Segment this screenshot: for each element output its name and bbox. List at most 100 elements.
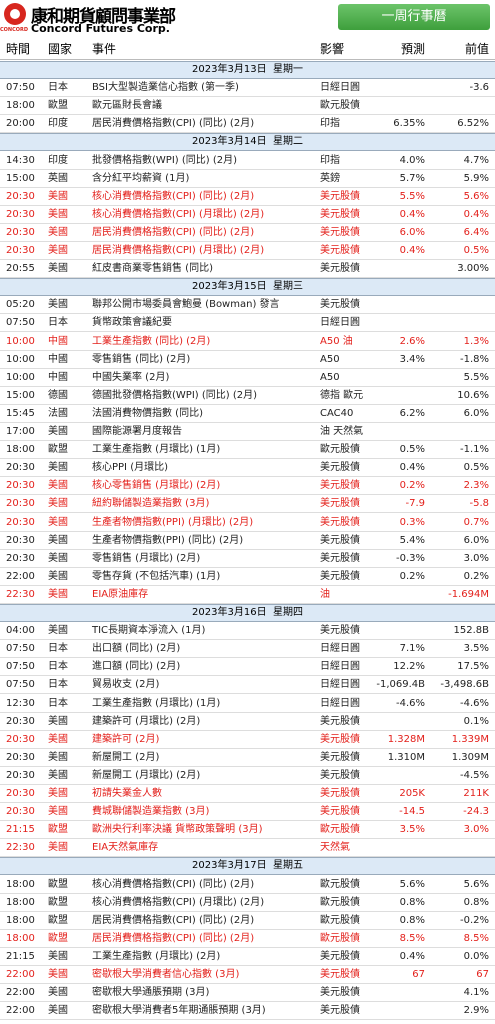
event: 新屋開工 (2月) [92,751,160,763]
forecast: 0.5% [399,444,425,456]
forecast: 4.0% [399,154,425,166]
event-row: 07:50 日本 出口額 (同比) (2月) 日經日圓 7.1% 3.5% [0,640,495,659]
event-row: 05:20 美國 聯邦公開市場委員會鮑曼 (Bowman) 發言 美元股債 [0,296,495,315]
event-row: 18:00 歐盟 核心消費價格指數(CPI) (月環比) (2月) 歐元股債 0.8% 0… [0,894,495,912]
impact: 日經日圓 [320,697,360,709]
impact: 印指 [320,154,340,166]
event-row: 18:00 歐盟 歐元區財長會議 歐元股債 [0,97,495,116]
impact: CAC40 [320,407,354,419]
event: 工業生產指數 (月環比) (1月) [92,444,221,456]
event-row: 20:30 美國 初請失業金人數 美元股債 205K 211K [0,785,495,804]
forecast: 205K [399,788,425,799]
previous: 5.6% [463,878,489,890]
event-row: 20:30 美國 居民消費價格指數(CPI) (月環比) (2月) 美元股債 0.4% 0… [0,242,495,261]
time: 20:30 [6,516,35,528]
impact: 歐元股債 [320,914,360,926]
country: 中國 [48,335,68,347]
country: 美國 [48,516,68,528]
country: 中國 [48,371,68,383]
previous: 17.5% [457,661,489,673]
country: 美國 [48,769,68,781]
event-row: 18:00 歐盟 居民消費價格指數(CPI) (同比) (2月) 歐元股債 8.5% 8.… [0,930,495,948]
forecast: 7.1% [399,643,425,655]
event-row: 20:30 美國 新屋開工 (2月) 美元股債 1.310M 1.309M [0,749,495,767]
forecast: 0.3% [399,516,425,528]
previous: 4.7% [463,154,489,166]
previous: 6.4% [463,226,489,238]
country: 歐盟 [48,444,68,456]
country: 美國 [48,299,68,311]
previous: 6.52% [457,118,489,130]
event: 建築許可 (2月) [92,733,160,745]
country: 美國 [48,208,68,220]
country: 日本 [48,643,68,655]
event: 零售存貨 (不包括汽車) (1月) [92,570,221,582]
impact: 歐元股債 [320,896,360,908]
country: 美國 [48,625,68,637]
header: CONCORD 康和期貨顧問事業部 Concord Futures Corp. … [0,0,495,38]
event-row: 21:15 歐盟 歐洲央行利率決議 貨幣政策聲明 (3月) 歐元股債 3.5% 3.0% [0,821,495,840]
time: 15:45 [6,407,35,419]
impact: 英鎊 [320,172,340,184]
event: 國際能源署月度報告 [92,426,182,437]
company-name-en: Concord Futures Corp. [31,22,170,35]
previous: 1.339M [451,733,489,745]
event-row: 10:00 中國 零售銷售 (同比) (2月) A50 3.4% -1.8% [0,351,495,369]
previous: 0.2% [463,570,489,582]
country: 美國 [48,534,68,546]
previous: -1.694M [448,588,489,600]
event-row: 18:00 歐盟 工業生產指數 (月環比) (1月) 歐元股債 0.5% -1.1% [0,441,495,460]
previous: 67 [476,969,489,980]
country: 印度 [48,118,68,130]
event: 建築許可 (月環比) (2月) [92,715,201,727]
country: 德國 [48,389,68,401]
impact: 美元股債 [320,987,360,999]
event: 核心零售銷售 (月環比) (2月) [92,480,221,492]
previous: 0.4% [463,208,489,220]
time: 18:00 [6,932,35,944]
time: 22:00 [6,987,35,999]
event: 核心消費價格指數(CPI) (同比) (2月) [92,190,255,202]
event-row: 22:00 美國 密歇根大學消費者5年期通脹預期 (3月) 美元股債 2.9% [0,1002,495,1021]
time: 20:00 [6,118,35,130]
time: 21:15 [6,950,35,962]
impact: 美元股債 [320,480,360,492]
time: 07:50 [6,82,35,94]
event-row: 15:45 法國 法國消費物價指數 (同比) CAC40 6.2% 6.0% [0,405,495,423]
time: 20:30 [6,751,35,763]
event: 法國消費物價指數 (同比) [92,407,203,419]
event: 核心消費價格指數(CPI) (月環比) (2月) [92,896,265,908]
previous: 0.8% [463,896,489,908]
event-row: 10:00 中國 中國失業率 (2月) A50 5.5% [0,369,495,387]
forecast: 5.7% [399,172,425,184]
event: 核心消費價格指數(CPI) (同比) (2月) [92,878,255,890]
impact: 日經日圓 [320,82,360,94]
forecast: 2.6% [399,335,425,347]
time: 22:00 [6,570,35,582]
forecast: 0.4% [399,208,425,220]
country: 美國 [48,588,68,600]
previous: 3.5% [463,643,489,655]
country: 美國 [48,751,68,763]
date: 2023年3月14日 星期二 [192,136,303,148]
event: 核心PPI (月環比) [92,462,168,474]
time: 15:00 [6,172,35,184]
column-label: 時間 [6,42,31,56]
previous: 5.6% [463,190,489,202]
event-row: 20:30 美國 生產者物價指數(PPI) (月環比) (2月) 美元股債 0.3% 0.… [0,514,495,532]
date: 2023年3月13日 星期一 [192,64,303,75]
time: 18:00 [6,100,35,112]
previous: 10.6% [457,389,489,401]
previous: -24.3 [463,806,489,818]
country: 日本 [48,82,68,94]
event: 歐元區財長會議 [92,100,162,112]
forecast: 5.6% [399,878,425,890]
previous: 0.5% [463,462,489,474]
forecast: -1,069.4B [376,679,425,691]
time: 22:30 [6,842,35,854]
country: 美國 [48,715,68,727]
event: 生產者物價指數(PPI) (同比) (2月) [92,534,244,546]
column-label: 事件 [92,42,117,56]
previous: 1.3% [463,335,489,347]
calendar-button[interactable]: 一周行事曆 [338,4,490,30]
